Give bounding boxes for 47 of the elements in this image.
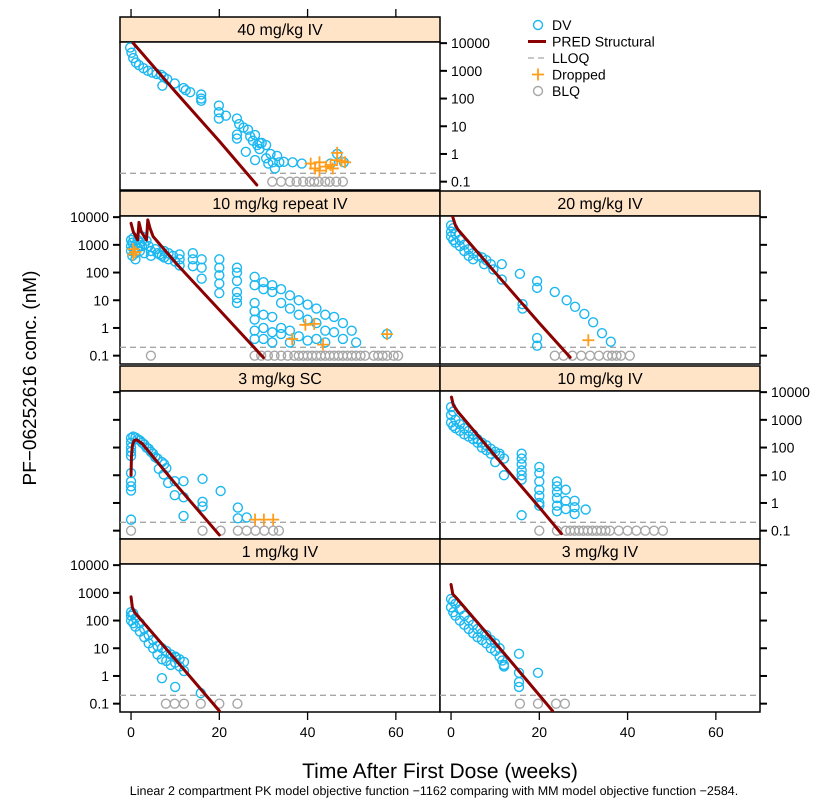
- legend-label: PRED Structural: [552, 34, 655, 50]
- x-tick-label: 20: [532, 724, 548, 740]
- legend-label: LLOQ: [552, 50, 590, 66]
- x-tick-label: 60: [708, 724, 724, 740]
- x-tick-label: 40: [620, 724, 636, 740]
- x-tick-label: 40: [300, 724, 316, 740]
- y-tick-label: 0.1: [90, 348, 110, 364]
- chart-title: 40 mg/kg IV: [237, 22, 324, 39]
- legend-label: DV: [552, 17, 572, 33]
- y-tick-label: 1: [451, 146, 459, 162]
- y-tick-label: 10000: [451, 35, 490, 52]
- x-tick-label: 60: [388, 724, 404, 740]
- x-tick-label: 0: [447, 724, 456, 740]
- y-tick-label: 10000: [70, 557, 110, 574]
- y-tick-label: 0.1: [451, 174, 471, 190]
- y-tick-label: 1000: [78, 236, 110, 253]
- y-tick-label: 10: [771, 467, 787, 484]
- y-tick-label: 10000: [70, 209, 110, 226]
- chart-title: 10 mg/kg repeat IV: [212, 196, 348, 213]
- chart-title: 1 mg/kg IV: [242, 544, 319, 561]
- y-tick-label: 10: [451, 118, 467, 134]
- y-tick-label: 1: [771, 494, 779, 511]
- y-tick-label: 0.1: [90, 696, 110, 712]
- text: Linear 2 compartment PK model objective function −1162 comparing with MM model objective function −2584.: [130, 784, 738, 798]
- x-tick-label: 20: [212, 724, 228, 740]
- y-tick-label: 100: [86, 264, 110, 281]
- y-tick-label: 10: [93, 292, 110, 308]
- y-axis-title: PF−06252616 conc. (nM): [20, 270, 41, 486]
- y-tick-label: 1: [101, 320, 110, 336]
- y-tick-label: 1000: [451, 62, 482, 79]
- y-tick-label: 1: [101, 668, 110, 684]
- y-tick-label: 10000: [771, 384, 810, 400]
- y-tick-label: 1000: [78, 584, 110, 601]
- y-tick-label: 100: [86, 612, 110, 629]
- y-tick-label: 100: [771, 440, 795, 456]
- y-tick-label: 1000: [771, 412, 802, 428]
- chart-title: 3 mg/kg SC: [238, 371, 322, 388]
- chart-title: 10 mg/kg IV: [557, 371, 644, 388]
- legend-label: BLQ: [552, 83, 580, 99]
- y-tick-label: 10: [93, 640, 110, 656]
- y-tick-label: 0.1: [771, 522, 791, 539]
- legend-label: Dropped: [552, 66, 606, 82]
- chart-title: 20 mg/kg IV: [557, 196, 644, 213]
- x-tick-label: 0: [127, 724, 136, 740]
- y-tick-label: 100: [451, 90, 475, 107]
- chart-title: 3 mg/kg IV: [562, 544, 639, 561]
- x-axis-title: Time After First Dose (weeks): [302, 760, 578, 783]
